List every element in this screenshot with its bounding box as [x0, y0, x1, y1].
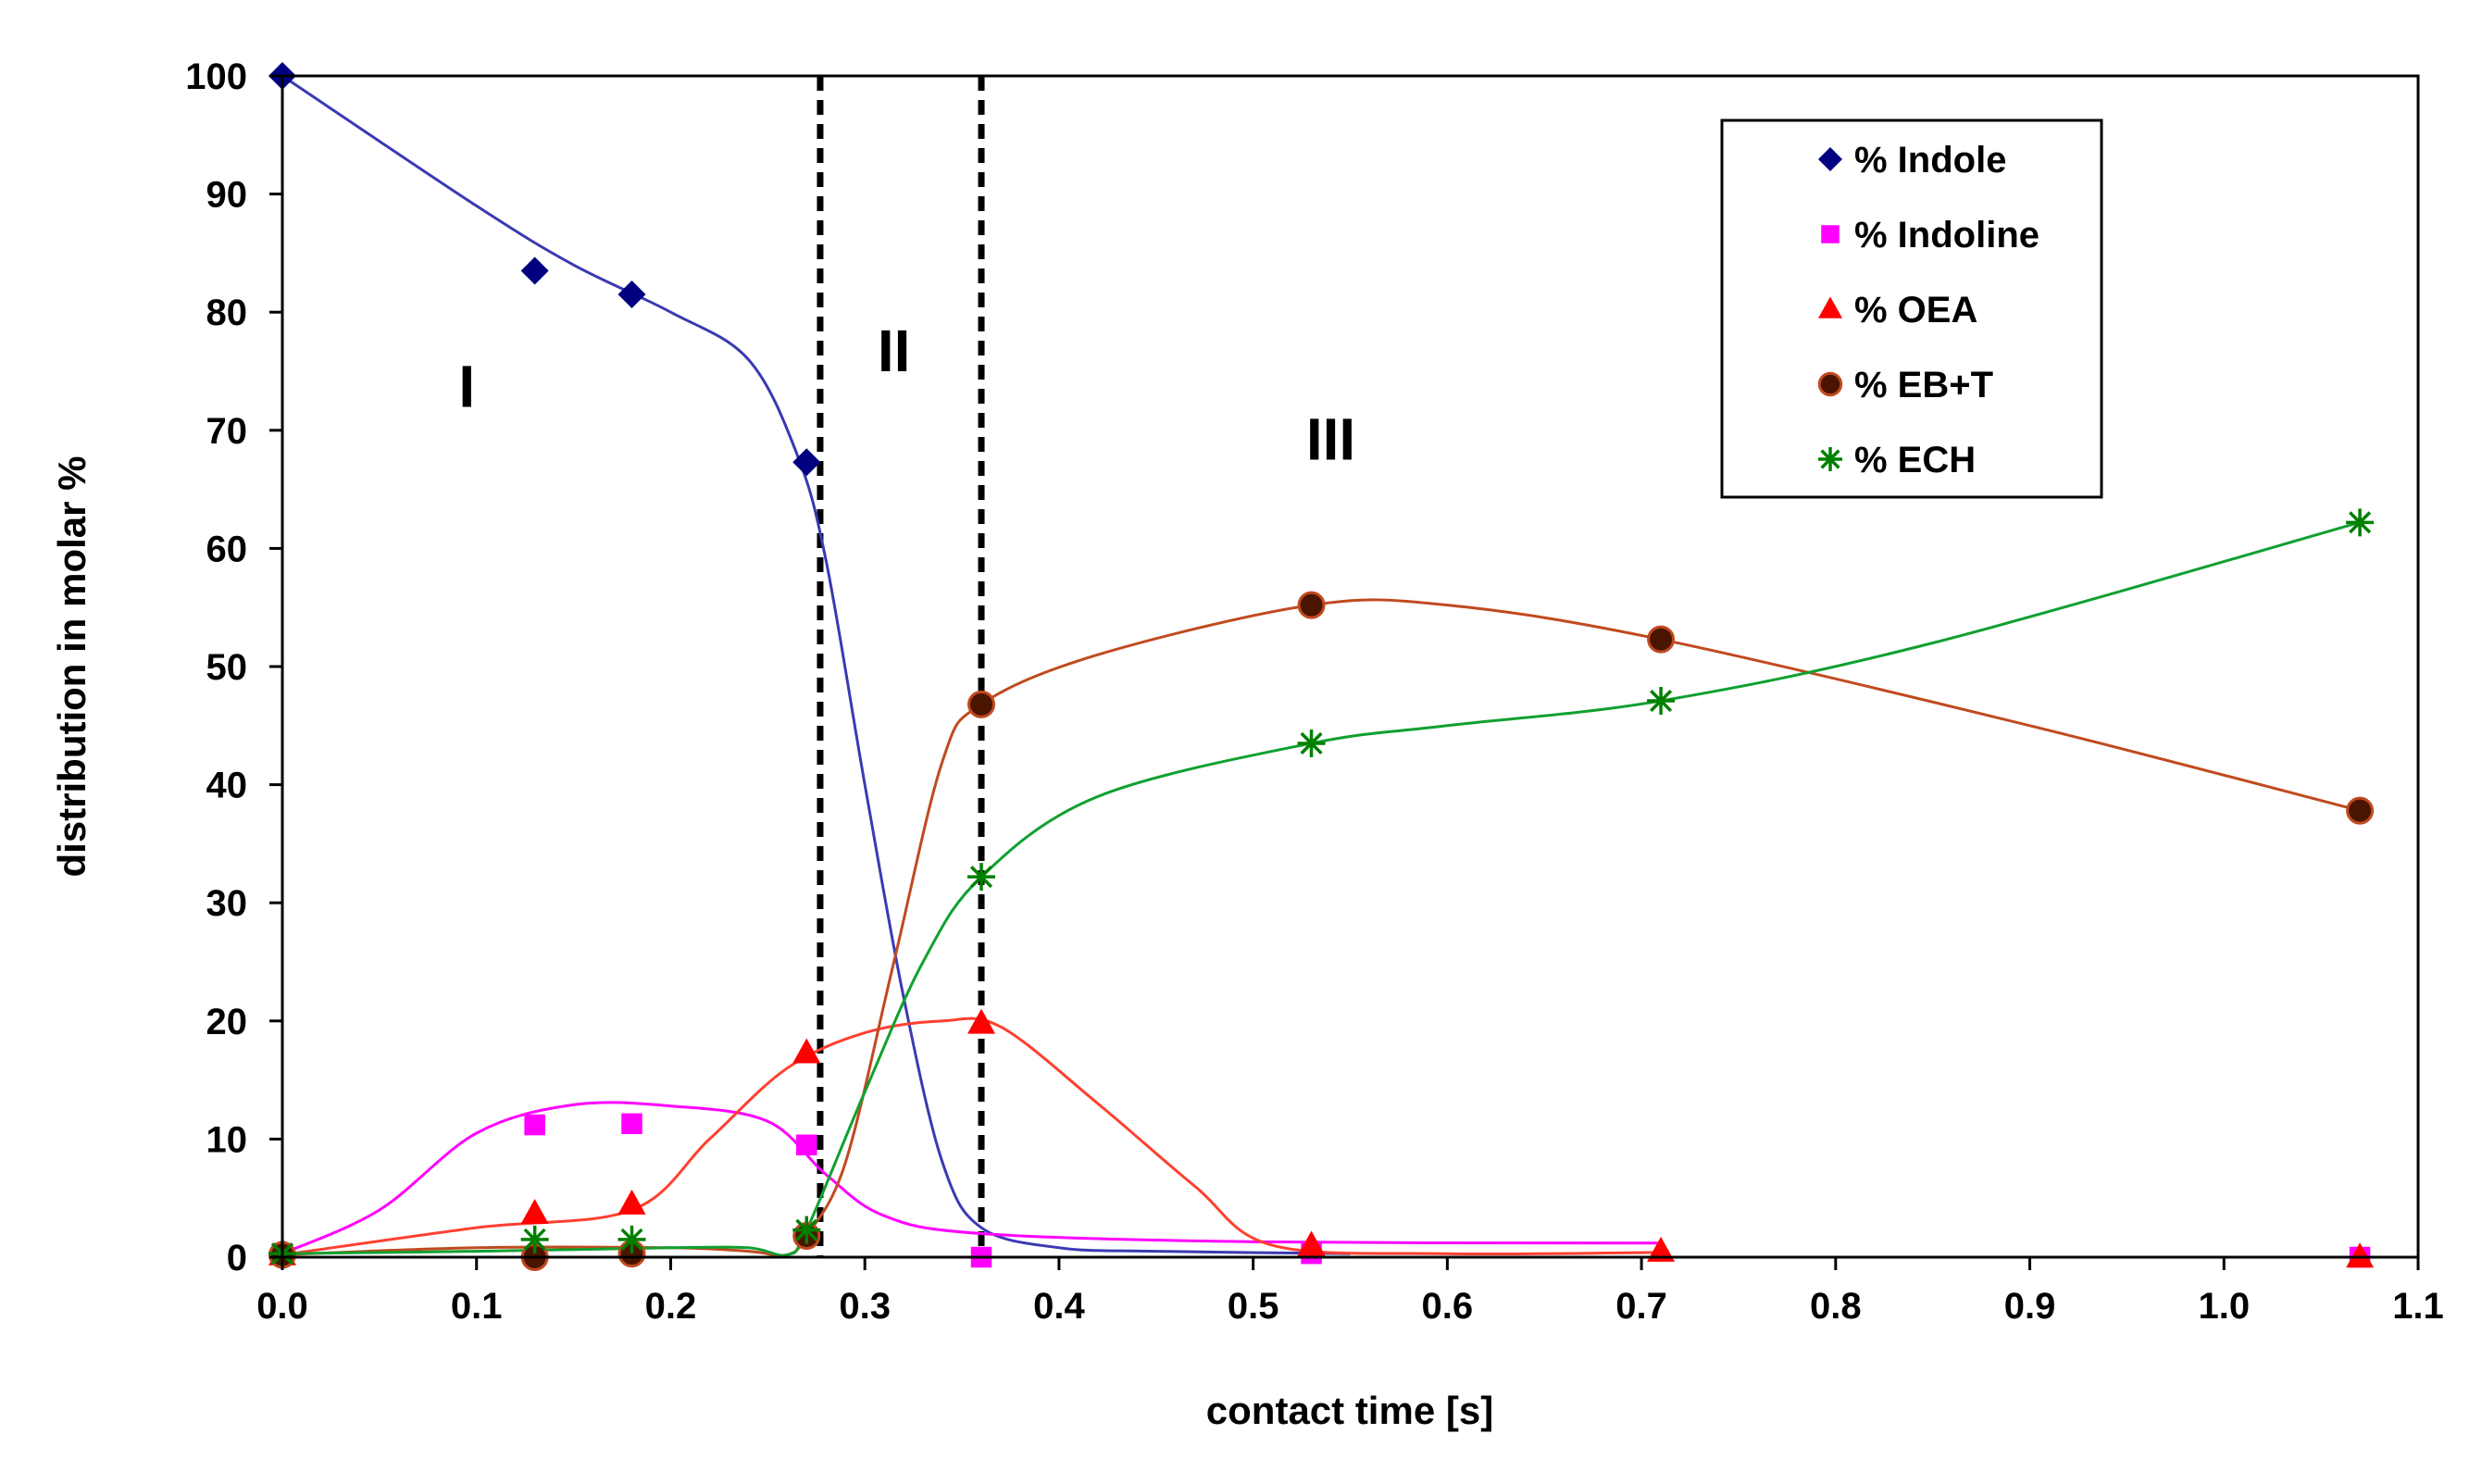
series-line-eb-t — [281, 598, 2361, 1257]
y-tick-label: 0 — [227, 1238, 247, 1278]
data-point-ech — [617, 1225, 646, 1253]
y-axis-title: distribution in molar % — [50, 455, 94, 877]
x-tick-label: 0.8 — [1810, 1286, 1862, 1327]
legend-marker-ech — [1818, 447, 1842, 471]
data-point-ech — [1297, 729, 1326, 757]
y-tick-label: 40 — [206, 766, 248, 806]
data-point-oea — [617, 1189, 646, 1215]
data-point-indole — [617, 281, 646, 309]
y-axis: 0 10 20 30 40 50 60 70 80 90 100 — [185, 56, 282, 1278]
legend-marker-eb-t — [1817, 371, 1843, 397]
y-tick-label: 70 — [206, 411, 248, 452]
legend-marker-oea — [1818, 296, 1842, 318]
data-point-indoline — [796, 1134, 817, 1156]
x-tick-label: 0.1 — [451, 1286, 503, 1327]
data-point-indoline — [524, 1114, 545, 1136]
legend-marker-indole — [1818, 147, 1842, 171]
data-point-ech — [792, 1216, 821, 1244]
data-point-ech — [2346, 508, 2375, 537]
legend: % Indole % Indoline % OEA % EB+T % ECH — [1720, 118, 2103, 499]
region-label: II — [878, 318, 911, 384]
data-point-oea — [520, 1199, 549, 1225]
y-tick-label: 60 — [206, 529, 248, 569]
data-point-ech — [1647, 687, 1676, 716]
x-tick-label: 0.7 — [1615, 1286, 1667, 1327]
region-boundaries — [817, 76, 985, 1257]
y-tick-label: 10 — [206, 1119, 248, 1160]
series-markers — [268, 62, 2375, 1271]
legend-marker-indoline — [1821, 225, 1840, 243]
region-label: III — [1306, 406, 1355, 473]
data-point-eb-t — [967, 690, 996, 718]
data-point-eb-t — [1647, 625, 1676, 654]
x-tick-label: 0.0 — [256, 1286, 308, 1327]
series-line-indole — [281, 74, 1351, 1255]
legend-label-eb-t: % EB+T — [1854, 365, 1993, 405]
data-point-indole — [792, 448, 821, 477]
x-tick-label: 1.0 — [2198, 1286, 2250, 1327]
legend-box — [1720, 118, 2103, 499]
region-label: I — [458, 353, 475, 419]
x-tick-label: 0.3 — [839, 1286, 891, 1327]
data-point-oea — [1647, 1236, 1676, 1262]
x-tick-label: 1.1 — [2392, 1286, 2444, 1327]
y-tick-label: 90 — [206, 175, 248, 216]
data-point-eb-t — [1297, 591, 1326, 619]
data-point-ech — [967, 863, 996, 892]
data-point-indoline — [621, 1113, 642, 1135]
x-tick-label: 0.4 — [1033, 1286, 1085, 1327]
x-tick-label: 0.9 — [2004, 1286, 2056, 1327]
x-tick-label: 0.5 — [1228, 1286, 1279, 1327]
x-axis: 0.0 0.1 0.2 0.3 0.4 0.5 0.6 0.7 0.8 0.9 1.0 1.1 — [256, 1257, 2444, 1327]
y-tick-label: 30 — [206, 883, 248, 924]
data-point-eb-t — [2346, 796, 2375, 825]
legend-label-indoline: % Indoline — [1854, 215, 2039, 256]
data-point-ech — [520, 1225, 549, 1253]
data-point-oea — [1297, 1230, 1326, 1256]
y-tick-label: 80 — [206, 293, 248, 333]
legend-label-oea: % OEA — [1854, 290, 1977, 330]
legend-label-ech: % ECH — [1854, 440, 1976, 480]
data-point-oea — [792, 1038, 821, 1064]
data-point-oea — [2346, 1242, 2375, 1268]
y-tick-label: 100 — [185, 56, 247, 97]
y-tick-label: 20 — [206, 1002, 248, 1042]
x-tick-label: 0.2 — [645, 1286, 697, 1327]
y-tick-label: 50 — [206, 647, 248, 688]
data-point-oea — [967, 1008, 996, 1034]
data-point-indole — [520, 256, 549, 285]
series-line-oea — [281, 1016, 1662, 1256]
x-tick-label: 0.6 — [1422, 1286, 1474, 1327]
x-axis-title: contact time [s] — [1206, 1389, 1493, 1432]
legend-label-indole: % Indole — [1854, 140, 2006, 181]
